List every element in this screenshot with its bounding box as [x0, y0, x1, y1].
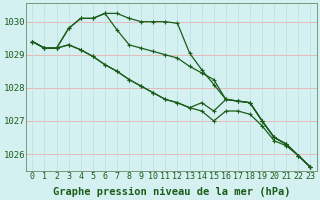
X-axis label: Graphe pression niveau de la mer (hPa): Graphe pression niveau de la mer (hPa)	[53, 186, 290, 197]
